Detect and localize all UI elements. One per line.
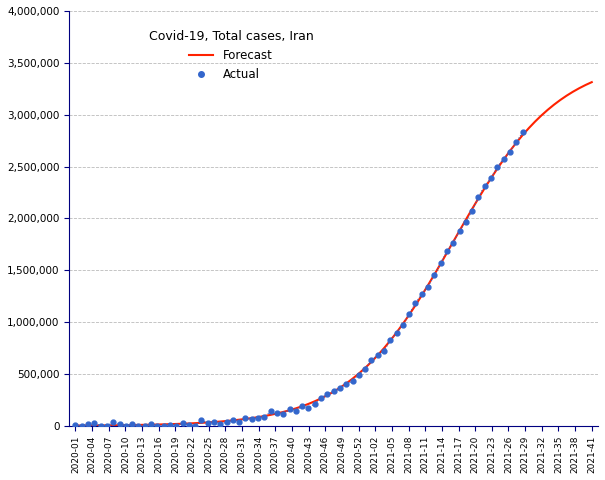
Legend: Forecast, Actual: Forecast, Actual xyxy=(144,25,318,85)
